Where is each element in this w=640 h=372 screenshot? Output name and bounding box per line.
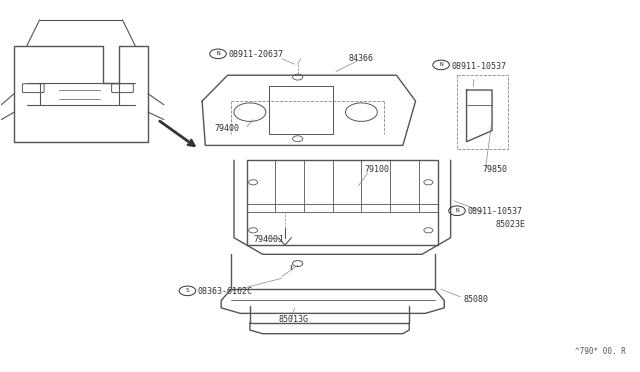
- Text: ^790* 00. R: ^790* 00. R: [575, 347, 626, 356]
- Text: 79100: 79100: [365, 165, 390, 174]
- Text: 85080: 85080: [463, 295, 488, 304]
- Text: 85023E: 85023E: [495, 220, 525, 229]
- Text: N: N: [216, 51, 220, 56]
- Text: N: N: [455, 208, 459, 213]
- Text: 08911-10537: 08911-10537: [468, 207, 523, 217]
- Text: S: S: [186, 288, 189, 294]
- Text: 79400: 79400: [215, 124, 240, 133]
- Text: 79400J: 79400J: [253, 235, 283, 244]
- Text: 84366: 84366: [349, 54, 374, 63]
- Text: 08911-10537: 08911-10537: [452, 61, 507, 71]
- Text: N: N: [439, 62, 443, 67]
- Text: 08911-20637: 08911-20637: [229, 51, 284, 60]
- Text: 85013G: 85013G: [278, 315, 308, 324]
- Text: 08363-6162C: 08363-6162C: [198, 288, 253, 296]
- Text: 79850: 79850: [483, 165, 508, 174]
